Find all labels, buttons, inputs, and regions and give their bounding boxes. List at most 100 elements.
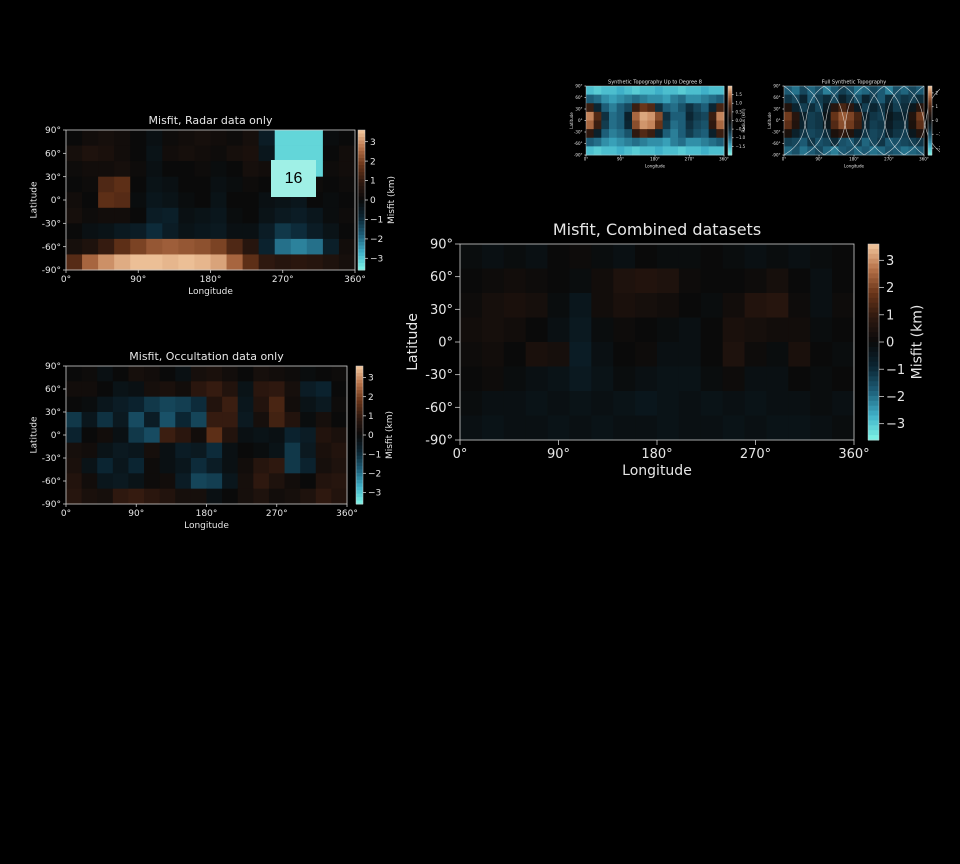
synthfull-cell: [807, 146, 816, 156]
combined-cell: [569, 391, 592, 416]
occultation-xtick-label: 270°: [266, 509, 288, 519]
synth8-cell: [701, 111, 710, 121]
synthfull-colorbar-segment: [928, 129, 932, 132]
combined-cell: [788, 415, 811, 441]
synthfull-cell: [861, 86, 870, 96]
synthfull-track: [843, 85, 885, 156]
synthfull-cell: [791, 94, 800, 104]
synthfull-colorbar-segment: [928, 106, 932, 109]
synth8-colorbar-segment: [728, 146, 732, 149]
combined-colorbar-segment: [868, 268, 879, 274]
combined-cell: [460, 391, 483, 416]
synth8-cell: [685, 111, 694, 121]
synth8-colorbar-segment: [728, 99, 732, 103]
combined-cell: [657, 293, 680, 318]
thumb-synthetic-degree8: Synthetic Topography Up to Degree 8 0° 90°…: [560, 76, 750, 174]
synth8-cell: [685, 146, 694, 156]
occultation-colorbar-segment: [356, 469, 363, 474]
occultation-cell: [331, 412, 348, 428]
synthfull-cell: [869, 137, 878, 147]
synthfull-colorbar-segment: [928, 98, 932, 101]
occultation-cell: [159, 366, 176, 382]
occultation-cell: [190, 396, 207, 413]
combined-cbar-tick-label: 1: [886, 308, 894, 323]
occultation-cell: [66, 473, 83, 490]
radar-cell: [226, 223, 244, 240]
synth8-cell: [647, 103, 656, 113]
occultation-cell: [284, 366, 301, 382]
synth8-cell: [678, 129, 687, 139]
occultation-cell: [175, 396, 192, 413]
radar-cell: [178, 161, 195, 178]
synthfull-cell: [892, 86, 902, 96]
synthfull-cell: [885, 129, 894, 139]
radar-cell: [146, 161, 163, 178]
synth8-cell: [678, 111, 687, 121]
synth8-cell: [586, 111, 595, 121]
synth8-cell: [693, 129, 702, 139]
combined-cell: [810, 317, 833, 343]
occultation-cell: [144, 396, 161, 413]
combined-cell: [613, 366, 636, 392]
combined-cell: [613, 391, 636, 416]
combined-cell: [591, 415, 614, 441]
synth8-cell: [586, 94, 595, 104]
synthfull-colorbar-segment: [928, 136, 932, 139]
synth8-cbar-label: Radius (km): [741, 108, 746, 132]
radar-cell: [162, 161, 179, 178]
synth8-colorbar-segment: [728, 103, 732, 106]
synth8-cell: [647, 86, 656, 96]
synthfull-cell: [799, 120, 808, 130]
occultation-cell: [206, 412, 223, 428]
combined-cell: [657, 342, 680, 367]
synthfull-track: [883, 85, 925, 156]
occultation-cell: [144, 366, 161, 382]
radar-colorbar-segment: [358, 228, 365, 232]
radar-cell: [66, 238, 83, 255]
radar-cell: [178, 254, 195, 271]
radar-cell: [194, 130, 211, 146]
synthfull-cell: [854, 120, 863, 130]
synth8-cell: [716, 137, 725, 147]
occultation-cell: [66, 427, 83, 444]
combined-title: Misfit, Combined datasets: [553, 220, 761, 239]
combined-cell: [547, 391, 570, 416]
combined-cell: [635, 415, 658, 441]
synthfull-cell: [799, 137, 808, 147]
synthfull-cell: [861, 111, 870, 121]
occultation-cell: [128, 442, 145, 459]
occultation-cell: [284, 442, 301, 459]
occultation-cell: [222, 396, 239, 413]
synthfull-cell: [815, 129, 824, 139]
synth8-cell: [624, 103, 633, 113]
radar-cbar-tick-label: 0: [370, 196, 376, 206]
synthfull-ytick-label: 90°: [773, 83, 780, 88]
radar-cell: [210, 238, 227, 255]
combined-ytick-label: 0°: [438, 336, 453, 351]
occultation-cell: [66, 366, 83, 382]
combined-cell: [766, 391, 789, 416]
radar-cell: [242, 145, 260, 162]
synth8-cell: [616, 111, 625, 121]
chart-occultation-misfit: Misfit, Occultation data only 0° 90° 180° 27…: [18, 344, 398, 540]
radar-cell: [210, 192, 227, 209]
occultation-cell: [81, 488, 98, 505]
radar-cell: [82, 161, 99, 178]
synth8-ytick-label: -30°: [574, 129, 583, 134]
thumb-full-synthetic: Full Synthetic Topography 0° 90° 180° 270° 36…: [754, 76, 945, 174]
combined-cell: [657, 415, 680, 441]
radar-colorbar-segment: [358, 158, 365, 162]
synth8-cell: [639, 94, 648, 104]
synth8-cell: [609, 146, 618, 156]
occultation-cell: [268, 458, 285, 474]
synthfull-ylabel: Latitude: [767, 112, 772, 129]
occultation-cell: [190, 427, 207, 444]
occultation-colorbar-segment: [356, 448, 363, 453]
combined-cell: [503, 293, 527, 318]
combined-colorbar-segment: [868, 312, 879, 318]
synthfull-cell: [838, 103, 847, 113]
radar-cell: [178, 130, 195, 146]
occultation-cell: [66, 412, 83, 428]
synth8-colorbar-segment: [728, 148, 732, 151]
